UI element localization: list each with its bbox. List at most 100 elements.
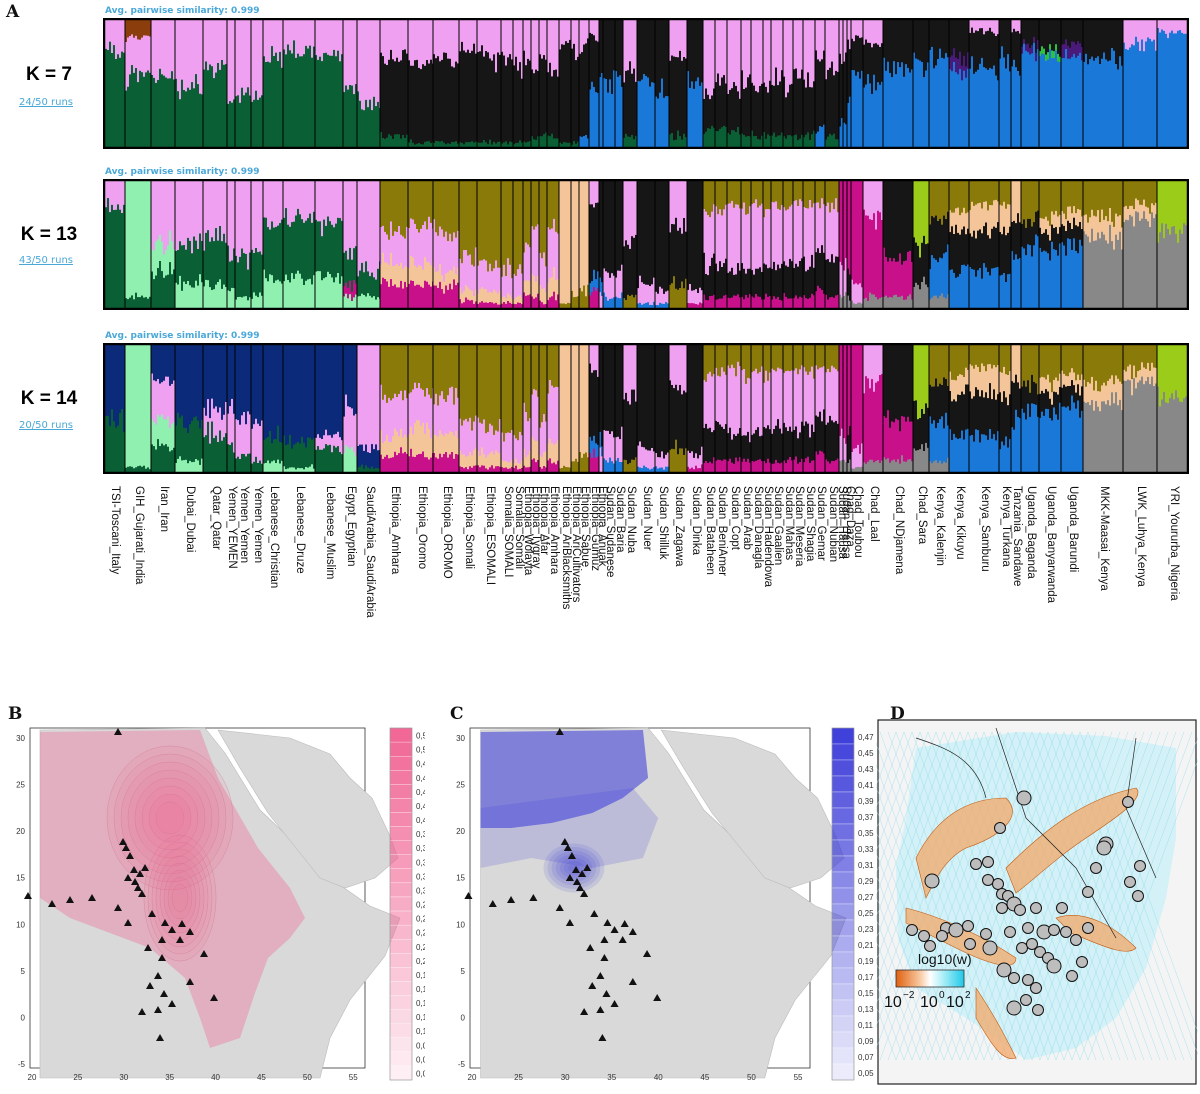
population-label: Ethiopia_ESOMALI bbox=[484, 486, 496, 586]
runs-link[interactable]: 20/50 runs bbox=[19, 420, 73, 431]
legend-label: 0,17 bbox=[416, 985, 425, 994]
legend-swatch bbox=[389, 924, 413, 940]
legend-label: 0,13 bbox=[858, 1005, 874, 1014]
x-tick-label: 50 bbox=[747, 1073, 756, 1082]
legend-label: 0,41 bbox=[858, 781, 874, 790]
population-label: YRI_Yoururba_Nigeria bbox=[1168, 486, 1180, 601]
legend-swatch bbox=[831, 1047, 855, 1065]
similarity-label: Avg. pairwise similarity: 0.999 bbox=[105, 331, 260, 341]
y-tick-label: 5 bbox=[461, 967, 466, 976]
admixture-barplot-k13 bbox=[103, 179, 1189, 310]
panel-letter-a: A bbox=[6, 2, 20, 22]
runs-link[interactable]: 43/50 runs bbox=[19, 255, 73, 266]
sample-circle bbox=[1020, 994, 1032, 1006]
admixture-barplot-k14 bbox=[103, 343, 1189, 474]
x-tick-label: 40 bbox=[654, 1073, 663, 1082]
legend-label: 0,19 bbox=[858, 957, 874, 966]
sample-circle bbox=[1004, 926, 1016, 938]
legend-label: 0,19 bbox=[416, 971, 425, 980]
legend-label: 0,09 bbox=[416, 1041, 425, 1050]
population-label: Chad_Toubou bbox=[852, 486, 864, 558]
runs-link[interactable]: 24/50 runs bbox=[19, 97, 73, 108]
x-tick-label: 30 bbox=[119, 1073, 128, 1082]
legend-swatch bbox=[831, 967, 855, 985]
population-label: Sudan_Zagawa bbox=[673, 486, 685, 567]
legend-swatch bbox=[389, 896, 413, 912]
legend-swatch bbox=[389, 1051, 413, 1067]
legend-colorbar bbox=[895, 969, 965, 988]
legend-swatch bbox=[389, 1023, 413, 1038]
sample-circle bbox=[982, 874, 994, 886]
sample-circle bbox=[1032, 1004, 1044, 1016]
legend-swatch bbox=[831, 791, 855, 809]
sample-circle bbox=[1124, 876, 1136, 888]
population-label: Dubai_Dubai bbox=[184, 486, 196, 553]
legend-swatch bbox=[389, 981, 413, 996]
population-label: Egypt_Egyptian bbox=[345, 486, 357, 567]
y-tick-label: 0 bbox=[21, 1013, 26, 1022]
legend-label: 0,11 bbox=[416, 1027, 425, 1036]
legend-swatch bbox=[831, 775, 855, 793]
legend-swatch bbox=[831, 1063, 855, 1081]
migration-surface bbox=[876, 727, 1198, 1061]
legend-label: 0,49 bbox=[416, 760, 425, 769]
legend-swatch bbox=[831, 743, 855, 761]
legend-label: 0,39 bbox=[858, 797, 874, 806]
legend-swatch bbox=[389, 868, 413, 884]
sample-circle bbox=[1008, 972, 1020, 984]
population-label: Sudan_Gemar bbox=[815, 486, 827, 561]
sample-circle bbox=[1014, 904, 1026, 916]
similarity-label: Avg. pairwise similarity: 0.999 bbox=[105, 6, 260, 16]
population-label: LWK_Luhya_Kenya bbox=[1135, 486, 1147, 587]
admixture-barplot-k7 bbox=[103, 18, 1189, 149]
similarity-label: Avg. pairwise similarity: 0.999 bbox=[105, 167, 260, 177]
legend-swatch bbox=[831, 983, 855, 1001]
legend-swatch bbox=[831, 1015, 855, 1033]
population-label: Ethiopia_Amhara bbox=[548, 486, 560, 575]
sample-circle bbox=[1034, 946, 1046, 958]
k-label: K = 7 bbox=[26, 64, 72, 85]
legend-tick: 10 bbox=[884, 994, 902, 1011]
legend-label: 0,43 bbox=[858, 765, 874, 774]
legend-label: 0,43 bbox=[416, 802, 425, 811]
x-tick-label: 20 bbox=[468, 1073, 477, 1082]
sample-circle bbox=[1132, 890, 1144, 902]
legend-swatch bbox=[831, 727, 855, 745]
legend-label: 0,09 bbox=[858, 1037, 874, 1046]
population-labels: TSI-Toscani_Italy GIH_Gujarati_India Iran_… bbox=[103, 482, 1189, 692]
population-label: Tanzania_Sandawe bbox=[1011, 486, 1023, 587]
legend-tick-exp: 0 bbox=[939, 990, 945, 1001]
y-tick-label: 5 bbox=[21, 967, 26, 976]
legend-swatch bbox=[389, 812, 413, 827]
sample-circle bbox=[970, 858, 982, 870]
legend-tick-exp: −2 bbox=[903, 990, 915, 1001]
sample-circles bbox=[906, 790, 1146, 1016]
population-label: Ethiopia_Somali bbox=[463, 486, 475, 570]
population-label: Uganda_Baganda bbox=[1025, 486, 1037, 579]
sample-circle bbox=[1030, 902, 1042, 914]
population-label: Sudan_Bataheen bbox=[704, 486, 716, 575]
population-label: Lebanese_Muslim bbox=[324, 486, 336, 580]
population-label: GIH_Gujarati_India bbox=[133, 486, 145, 585]
allele-frequency-map-b: 2025303540455055302520151050-50,530,510,… bbox=[16, 727, 425, 1082]
sample-circle bbox=[1026, 938, 1038, 950]
sample-circle bbox=[1056, 902, 1068, 914]
y-tick-label: 20 bbox=[16, 827, 25, 836]
legend-tick-exp: 2 bbox=[965, 990, 971, 1001]
population-label: Sudan_Copt bbox=[729, 486, 741, 550]
sample-circle bbox=[1006, 1000, 1022, 1016]
population-label: Sudan_Nuer bbox=[641, 486, 653, 551]
sample-circle bbox=[1060, 926, 1072, 938]
x-tick-label: 30 bbox=[561, 1073, 570, 1082]
panel-letter-c: C bbox=[450, 704, 464, 724]
population-label: Yemen_Yemen bbox=[238, 486, 250, 564]
effective-migration-map-d: log10(w) 10 −2 10 0 10 2 bbox=[876, 719, 1198, 1085]
sample-circle bbox=[1016, 790, 1032, 806]
legend-label: 0,47 bbox=[416, 774, 425, 783]
legend-swatch bbox=[831, 871, 855, 889]
legend-swatch bbox=[389, 910, 413, 926]
legend-label: 0,11 bbox=[858, 1021, 874, 1030]
legend-label: 0,15 bbox=[416, 999, 425, 1008]
legend-label: 0,07 bbox=[858, 1053, 874, 1062]
legend-swatch bbox=[389, 882, 413, 898]
